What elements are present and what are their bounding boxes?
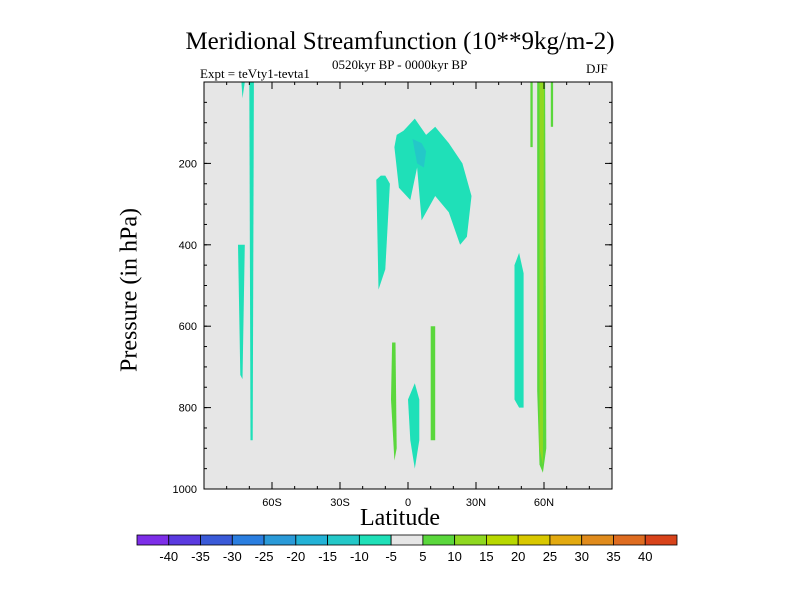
contour-region-0 — [238, 244, 245, 380]
contour-region-13 — [539, 82, 544, 465]
axes: 60S 30S 0 30N 60N 200 400 600 800 1000 — [173, 81, 613, 509]
contour-region-1 — [241, 82, 245, 99]
experiment-label: Expt = teVty1-tevta1 — [200, 66, 310, 81]
colorbar-label: 35 — [606, 549, 620, 564]
colorbar-label: 25 — [543, 549, 557, 564]
x-tick-label: 30S — [330, 497, 350, 509]
colorbar-label: 5 — [419, 549, 426, 564]
contour-region-5 — [408, 383, 420, 469]
contour-region-4 — [394, 118, 472, 245]
colorbar-swatch — [263, 534, 297, 546]
colorbar-swatch — [422, 534, 456, 546]
colorbar-swatch — [644, 534, 678, 546]
y-tick-label: 200 — [179, 158, 197, 170]
colorbar-label: 10 — [447, 549, 461, 564]
plot-area — [204, 82, 612, 489]
colorbar-swatch — [486, 534, 519, 546]
x-tick-label: 60S — [262, 497, 282, 509]
colorbar: -40 -35 -30 -25 -20 -15 -10 -5 5 10 15 20 25 30 35 40 — [136, 534, 678, 564]
colorbar-swatch — [168, 534, 201, 546]
colorbar-label: 20 — [511, 549, 525, 564]
y-tick-label: 600 — [179, 321, 197, 333]
colorbar-label: -20 — [286, 549, 305, 564]
x-tick-label: 0 — [405, 497, 411, 509]
colorbar-swatch — [231, 534, 265, 546]
colorbar-label: -10 — [350, 549, 369, 564]
contour-region-6 — [514, 252, 524, 408]
colorbar-swatch — [613, 534, 646, 546]
colorbar-label: -25 — [255, 549, 274, 564]
colorbar-swatch — [327, 534, 360, 546]
colorbar-label: -35 — [191, 549, 210, 564]
colorbar-swatch — [295, 534, 328, 546]
x-tick-label: 60N — [534, 497, 554, 509]
y-tick-label: 800 — [179, 403, 197, 415]
contour-region-12 — [550, 82, 554, 127]
colorbar-label: -5 — [385, 549, 397, 564]
colorbar-swatch — [581, 534, 614, 546]
colorbar-swatch — [454, 534, 487, 546]
contour-region-8 — [391, 342, 397, 461]
contour-region-7 — [412, 139, 427, 168]
colorbar-swatch — [200, 534, 233, 546]
season-label: DJF — [586, 61, 608, 76]
colorbar-label: 40 — [638, 549, 652, 564]
contour-region-10 — [530, 82, 533, 148]
contour-region-9 — [430, 326, 436, 441]
colorbar-swatch — [358, 534, 392, 546]
chart-title: Meridional Streamfunction (10**9kg/m-2) — [185, 28, 615, 55]
colorbar-swatch — [390, 534, 424, 546]
colorbar-label: 15 — [479, 549, 493, 564]
x-tick-label: 30N — [466, 497, 486, 509]
colorbar-swatch — [549, 534, 583, 546]
colorbar-label: -30 — [223, 549, 242, 564]
period-label: 0520kyr BP - 0000kyr BP — [332, 57, 468, 72]
contour-region-2 — [249, 82, 254, 441]
colorbar-label: 30 — [574, 549, 588, 564]
colorbar-swatch — [517, 534, 551, 546]
colorbar-label: -40 — [159, 549, 178, 564]
y-tick-label: 400 — [179, 240, 197, 252]
y-tick-label: 1000 — [173, 484, 197, 496]
contour-region-3 — [376, 175, 390, 290]
x-axis-label: Latitude — [360, 505, 440, 531]
colorbar-label: -15 — [318, 549, 337, 564]
colorbar-swatch — [136, 534, 170, 546]
